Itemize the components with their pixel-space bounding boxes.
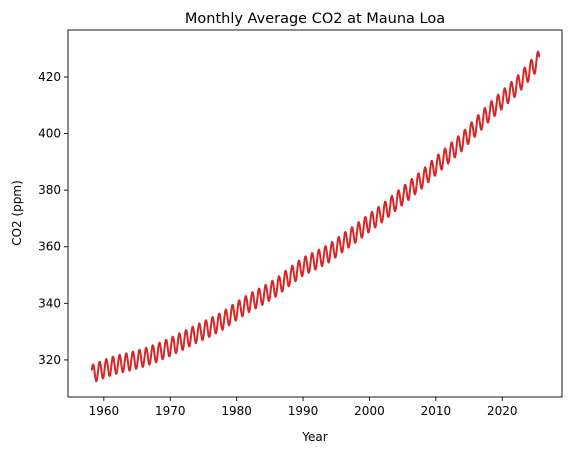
- y-axis: 320 340 360 380 400 420: [38, 70, 68, 367]
- x-tick-label: 1970: [155, 404, 186, 418]
- y-tick-label: 400: [38, 127, 61, 141]
- x-tick-label: 1980: [221, 404, 252, 418]
- y-axis-label: CO2 (ppm): [10, 180, 24, 246]
- co2-series-line: [90, 50, 541, 383]
- x-tick-label: 2000: [354, 404, 385, 418]
- x-axis-label: Year: [301, 430, 327, 444]
- y-tick-label: 420: [38, 70, 61, 84]
- chart-title: Monthly Average CO2 at Mauna Loa: [185, 11, 445, 27]
- plot-area: [67, 29, 563, 398]
- x-tick-label: 2010: [421, 404, 452, 418]
- x-tick-label: 2020: [487, 404, 518, 418]
- x-axis: 1960 1970 1980 1990 2000 2010 2020: [89, 397, 518, 418]
- y-tick-label: 320: [38, 353, 61, 367]
- x-tick-label: 1990: [288, 404, 319, 418]
- y-tick-label: 360: [38, 240, 61, 254]
- plot-frame: [67, 29, 563, 398]
- y-tick-label: 340: [38, 296, 61, 310]
- y-tick-label: 380: [38, 183, 61, 197]
- x-tick-label: 1960: [89, 404, 120, 418]
